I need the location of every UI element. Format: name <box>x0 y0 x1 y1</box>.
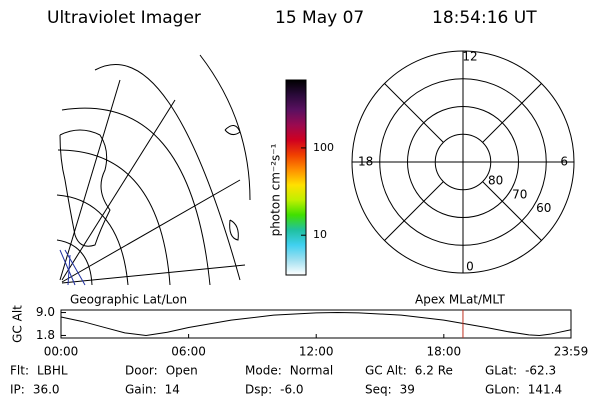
field-label: GLon: <box>485 383 520 397</box>
field-label: Door: <box>125 364 158 378</box>
altitude-line <box>60 312 572 336</box>
field-value: -6.0 <box>280 383 303 397</box>
map-caption: Geographic Lat/Lon <box>70 293 187 307</box>
coastline <box>229 219 239 241</box>
mlt-label: 12 <box>462 50 477 64</box>
field-value: Normal <box>290 364 333 378</box>
orbit-track <box>59 249 86 286</box>
lat-label: 80 <box>488 173 503 187</box>
colorbar-fill <box>285 79 307 276</box>
x-tick-label: 06:00 <box>171 345 206 359</box>
altitude-chart: 9.0 1.8 00:00 06:00 12:00 18:00 23:59 <box>36 305 588 358</box>
map-grid <box>61 99 176 281</box>
x-tick-label: 18:00 <box>427 345 462 359</box>
y-tick-label: 9.0 <box>36 305 55 319</box>
field-value: 39 <box>400 383 415 397</box>
map-grid <box>57 149 171 286</box>
mlt-label: 18 <box>358 155 373 169</box>
field-label: Seq: <box>365 383 392 397</box>
field-label: Flt: <box>10 364 29 378</box>
title: Ultraviolet Imager <box>47 8 201 28</box>
field-label: IP: <box>10 383 25 397</box>
map-grid <box>59 79 121 281</box>
field-value: LBHL <box>37 364 68 378</box>
polar-spoke <box>384 83 444 143</box>
date: 15 May 07 <box>275 8 364 28</box>
field-value: 6.2 Re <box>415 364 453 378</box>
colorbar-tick-label: 100 <box>313 141 334 154</box>
map-grid <box>61 107 211 286</box>
colorbar: 10 100 <box>285 79 334 276</box>
time: 18:54:16 UT <box>432 8 537 28</box>
field-label: Dsp: <box>245 383 272 397</box>
field-value: -62.3 <box>525 364 556 378</box>
map-grid <box>199 54 251 201</box>
field-value: 141.4 <box>528 383 562 397</box>
map-grid <box>61 264 246 284</box>
map <box>56 54 251 286</box>
colorbar-tick-label: 10 <box>313 228 327 241</box>
mlt-label: 0 <box>466 260 474 274</box>
field-value: 14 <box>165 383 180 397</box>
polar-spoke <box>482 83 542 143</box>
coastline <box>224 125 241 136</box>
field-value: Open <box>166 364 198 378</box>
lat-label: 70 <box>512 187 527 201</box>
y-axis-label: GC Alt <box>11 305 25 343</box>
field-label: GLat: <box>485 364 517 378</box>
field-label: Gain: <box>125 383 157 397</box>
polar-caption: Apex MLat/MLT <box>415 293 505 307</box>
map-grid <box>56 194 129 286</box>
map-grid <box>61 179 241 283</box>
field-label: Mode: <box>245 364 282 378</box>
status-footer: Flt: LBHL Door: Open Mode: Normal GC Alt: 6.2 R… <box>10 364 562 397</box>
x-tick-label: 00:00 <box>44 345 79 359</box>
polar-spoke <box>384 181 444 241</box>
coastline <box>59 129 111 247</box>
x-tick-label: 23:59 <box>554 345 589 359</box>
polar-spoke <box>482 181 542 241</box>
map-grid <box>94 64 241 281</box>
map-grid <box>56 239 93 286</box>
colorbar-label: photon cm⁻²s⁻¹ <box>269 143 283 236</box>
lat-label: 60 <box>536 201 551 215</box>
plot-frame <box>60 309 572 339</box>
field-label: GC Alt: <box>365 364 407 378</box>
y-tick-label: 1.8 <box>36 328 55 342</box>
field-value: 36.0 <box>33 383 60 397</box>
x-tick-label: 12:00 <box>299 345 334 359</box>
mlt-label: 6 <box>560 155 568 169</box>
